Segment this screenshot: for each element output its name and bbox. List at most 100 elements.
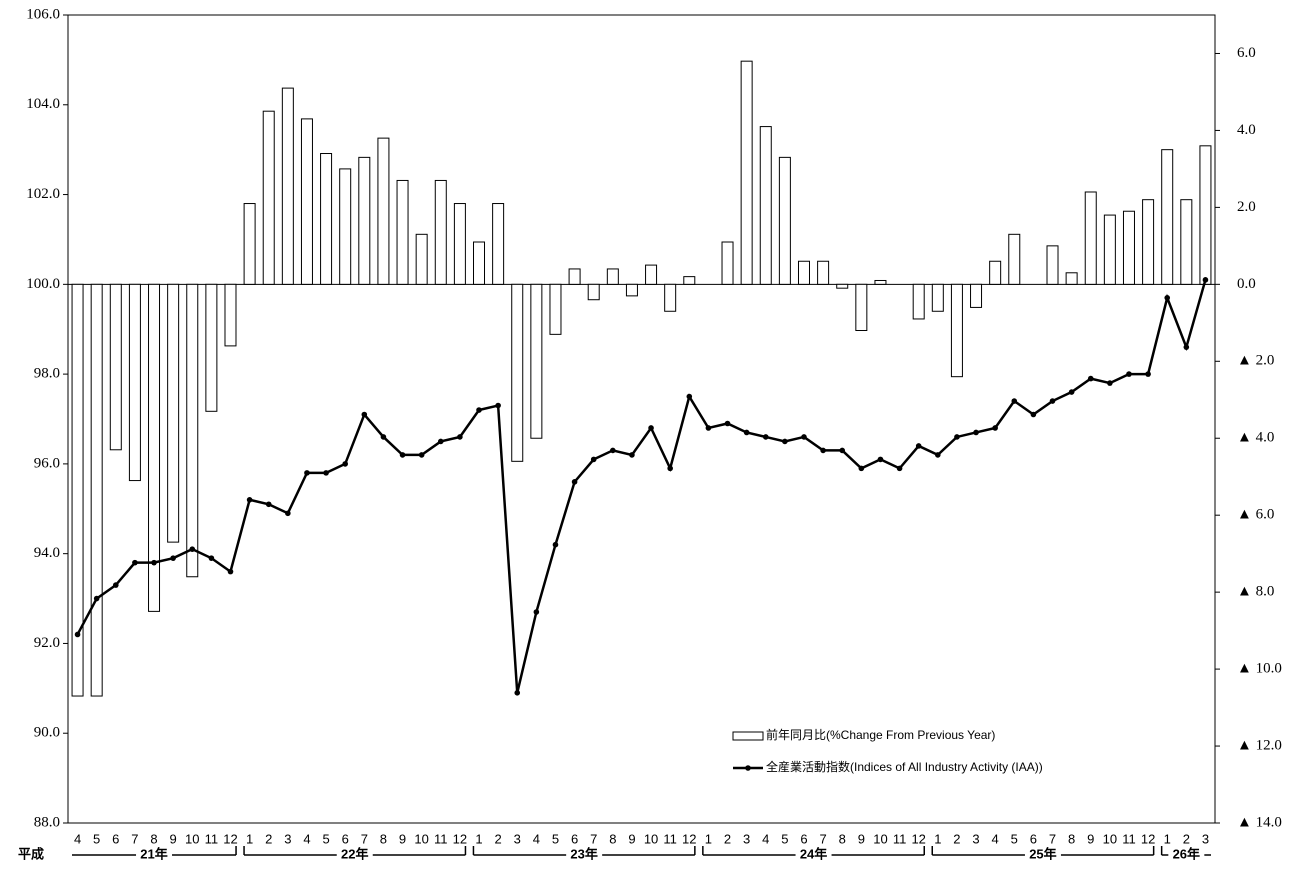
x-tick-label: 7 <box>590 831 597 846</box>
bar <box>587 283 600 301</box>
point <box>1145 371 1151 377</box>
bar <box>855 283 868 332</box>
x-tick-label: 6 <box>571 831 578 846</box>
point <box>667 465 673 472</box>
point <box>724 420 731 427</box>
bar <box>683 276 696 285</box>
y2-tick-label: ▲ 14.0 <box>1237 814 1282 830</box>
x-tick-label: 9 <box>858 831 865 846</box>
point <box>686 393 693 400</box>
bar <box>281 87 294 285</box>
bar <box>625 283 638 297</box>
bar <box>300 118 313 285</box>
point <box>590 456 597 463</box>
year-label-bg <box>566 846 603 864</box>
bar <box>759 126 772 285</box>
x-tick-label: 4 <box>762 831 769 846</box>
point <box>839 447 846 454</box>
point <box>571 479 578 485</box>
point <box>151 559 157 566</box>
x-tick-label: 9 <box>399 831 406 846</box>
point <box>93 595 100 602</box>
point <box>380 434 387 440</box>
bar <box>377 137 390 285</box>
x-tick-label: 3 <box>1202 831 1209 846</box>
point <box>246 497 253 503</box>
point <box>342 461 348 467</box>
year-label: 26年 <box>1173 846 1200 861</box>
point <box>705 425 712 431</box>
year-label: 23年 <box>570 846 597 861</box>
point <box>265 501 272 508</box>
point <box>418 452 425 458</box>
bar <box>645 264 658 285</box>
point <box>1011 398 1018 404</box>
x-tick-label: 11 <box>205 831 219 846</box>
point <box>973 429 979 436</box>
y2-tick-label: ▲ 10.0 <box>1237 661 1282 677</box>
x-tick-label: 7 <box>361 831 368 846</box>
point <box>954 434 960 440</box>
point <box>495 402 501 409</box>
y-tick-label: 106.0 <box>26 6 60 22</box>
point <box>1202 277 1209 283</box>
point <box>323 470 329 476</box>
y-tick-label: 96.0 <box>34 455 60 471</box>
point <box>801 434 807 440</box>
bar <box>1008 233 1021 285</box>
point <box>896 465 903 472</box>
bar <box>492 203 505 285</box>
bar <box>970 283 983 308</box>
x-tick-label: 5 <box>322 831 329 846</box>
bar <box>415 233 428 285</box>
y2-tick-label: 6.0 <box>1237 45 1256 61</box>
x-tick-label: 8 <box>609 831 616 846</box>
x-tick-label: 2 <box>265 831 272 846</box>
bar <box>167 283 180 543</box>
bar <box>243 203 256 285</box>
point <box>1126 371 1132 377</box>
legend-swatch <box>745 765 751 771</box>
x-tick-label: 2 <box>724 831 731 846</box>
bar <box>262 110 275 285</box>
x-tick-label: 8 <box>150 831 157 846</box>
y-tick-label: 94.0 <box>34 545 60 561</box>
bar <box>721 241 734 285</box>
y-tick-label: 90.0 <box>34 725 60 741</box>
y-tick-label: 104.0 <box>26 96 60 112</box>
bar <box>1122 210 1135 285</box>
bar <box>453 203 466 285</box>
point <box>533 609 540 615</box>
x-tick-label: 11 <box>434 831 448 846</box>
point <box>304 470 310 476</box>
point <box>112 582 119 588</box>
y-tick-label: 102.0 <box>26 186 60 202</box>
bar <box>1180 199 1193 285</box>
x-tick-label: 3 <box>514 831 521 846</box>
x-tick-label: 9 <box>170 831 177 846</box>
year-label: 25年 <box>1029 846 1056 861</box>
x-tick-label: 3 <box>743 831 750 846</box>
x-tick-label: 9 <box>1087 831 1094 846</box>
bar <box>1046 245 1059 285</box>
bar <box>836 283 849 289</box>
y2-tick-label: ▲ 8.0 <box>1237 584 1274 600</box>
bar <box>205 283 218 412</box>
plot-frame <box>67 14 1216 824</box>
point <box>476 407 482 413</box>
bar <box>778 156 791 285</box>
point <box>877 456 884 463</box>
year-label-bg <box>136 846 173 864</box>
x-tick-label: 4 <box>303 831 310 846</box>
y-tick-label: 92.0 <box>34 635 60 651</box>
point <box>208 555 215 561</box>
x-tick-label: 10 <box>873 831 887 846</box>
x-tick-label: 7 <box>131 831 138 846</box>
point <box>610 447 616 454</box>
x-tick-label: 3 <box>284 831 291 846</box>
point <box>1107 380 1113 386</box>
year-label: 22年 <box>341 846 368 861</box>
point <box>457 434 463 440</box>
point <box>1164 295 1171 301</box>
